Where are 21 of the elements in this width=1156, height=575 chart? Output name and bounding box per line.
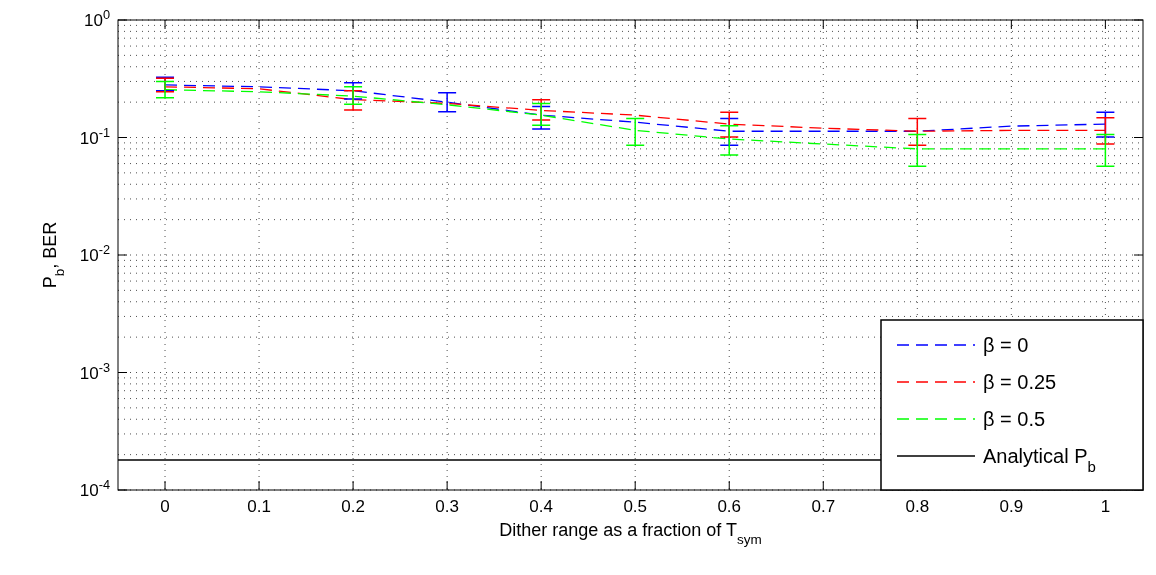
x-tick-label: 0.9 — [999, 497, 1024, 516]
legend-label: Analytical P$_{b}$ — [983, 445, 1096, 475]
y-tick-label: 10$^{-3}$ — [79, 359, 110, 383]
legend-label: β = 0.5 — [983, 408, 1046, 430]
x-tick-label: 0.1 — [247, 497, 271, 516]
x-tick-label: 0.7 — [811, 497, 836, 516]
x-tick-label: 0.3 — [435, 497, 459, 516]
y-tick-label: 10$^{-2}$ — [79, 241, 110, 265]
x-tick-label: 0.8 — [905, 497, 930, 516]
x-tick-label: 0.6 — [717, 497, 742, 516]
x-tick-label: 0 — [160, 497, 170, 516]
x-tick-label: 0.2 — [341, 497, 365, 516]
x-tick-label: 0.5 — [623, 497, 648, 516]
y-tick-label: 10$^{0}$ — [83, 6, 110, 30]
x-tick-label: 0.4 — [529, 497, 553, 516]
y-tick-label: 10$^{-1}$ — [79, 124, 110, 148]
y-tick-label: 10$^{-4}$ — [79, 476, 110, 500]
legend-label: β = 0 — [983, 334, 1029, 356]
legend-label: β = 0.25 — [983, 371, 1057, 393]
x-axis-title: Dither range as a fraction of T$_{sym}$ — [499, 520, 762, 547]
x-tick-label: 1 — [1100, 497, 1111, 516]
